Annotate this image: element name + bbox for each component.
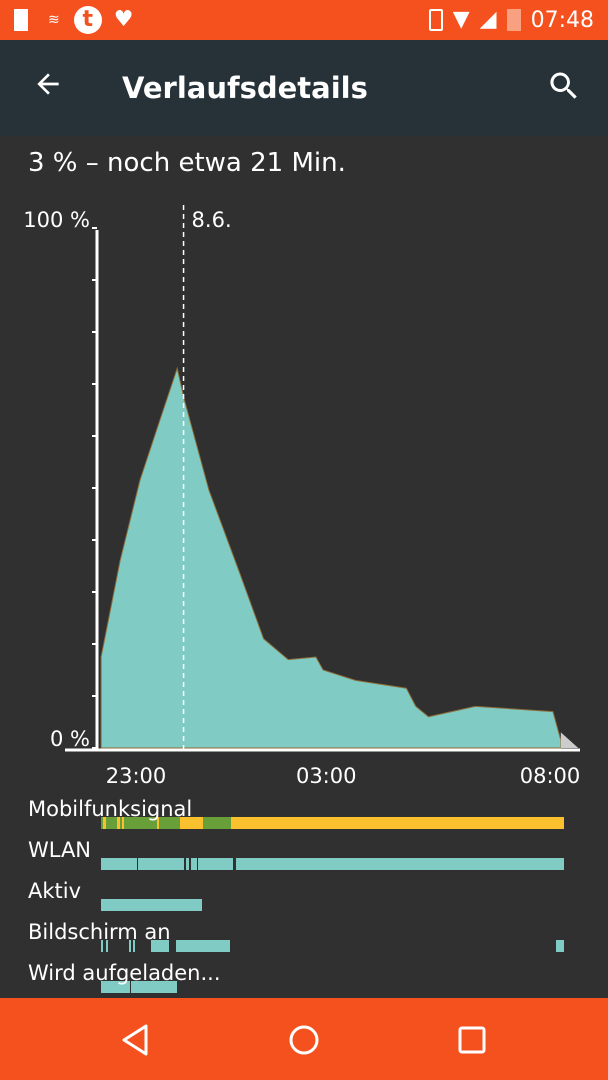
search-icon[interactable] — [546, 68, 586, 108]
nav-home-icon[interactable] — [284, 1020, 324, 1060]
track-segment — [556, 940, 564, 952]
track-segment — [176, 940, 230, 952]
y-label-top: 100 % — [23, 208, 90, 232]
track-segment — [117, 817, 120, 829]
vibrate-icon — [428, 9, 443, 31]
track-segment — [230, 817, 564, 829]
track-label: Mobilfunksignal — [28, 797, 193, 821]
track-segment — [236, 858, 564, 870]
arrow-back-icon[interactable] — [0, 68, 96, 108]
track-segment — [185, 858, 189, 870]
track-segment — [179, 817, 203, 829]
projection-area — [560, 732, 579, 748]
track-bar — [101, 981, 564, 993]
date-marker-label: 8.6. — [192, 208, 232, 232]
clock: 07:48 — [530, 7, 594, 33]
track-segment — [101, 981, 130, 993]
track-segment — [103, 817, 106, 829]
battery-alert-icon — [14, 9, 28, 31]
fritz-wifi-icon: ≋ — [48, 12, 60, 28]
battery-chart: 8.6. 100 % 0 % 23:00 03:00 08:00 — [23, 205, 581, 788]
heart-icon: ♥ — [113, 7, 134, 32]
track-segment — [105, 940, 108, 952]
track-segment — [101, 858, 137, 870]
track-segment — [191, 858, 197, 870]
x-tick-label: 08:00 — [520, 764, 581, 788]
track-segment — [121, 817, 125, 829]
track-segment — [198, 858, 234, 870]
track-bar — [101, 899, 564, 911]
track-label: Aktiv — [28, 879, 82, 903]
navigation-bar — [0, 998, 608, 1080]
track-segment — [202, 817, 231, 829]
track-label: Wird aufgeladen... — [28, 961, 221, 985]
track-bar — [101, 940, 564, 952]
track-segment — [130, 981, 178, 993]
battery-level-area — [100, 366, 562, 749]
page-title: Verlaufsdetails — [122, 71, 368, 105]
track-segment — [101, 940, 104, 952]
track-bar — [101, 858, 564, 870]
battery-summary: 3 % – noch etwa 21 Min. — [28, 148, 346, 178]
track-segment — [151, 940, 170, 952]
track-bar — [101, 817, 564, 829]
nav-recents-icon[interactable] — [452, 1020, 492, 1060]
wifi-icon: ▼ — [452, 7, 470, 32]
nav-back-icon[interactable] — [116, 1020, 156, 1060]
status-bar: ≋ t ♥ ▼ ◢ 07:48 — [0, 0, 608, 40]
x-tick-label: 23:00 — [106, 764, 167, 788]
x-tick-label: 03:00 — [296, 764, 357, 788]
track-segment — [138, 858, 185, 870]
track-segment — [133, 940, 136, 952]
track-segment — [156, 817, 159, 829]
track-segment — [101, 817, 180, 829]
track-label: Bildschirm an — [28, 920, 171, 944]
track-segment — [101, 899, 202, 911]
track-label: WLAN — [28, 838, 92, 862]
track-segment — [128, 940, 131, 952]
cell-signal-icon: ◢ — [479, 7, 497, 32]
tumblr-icon: t — [73, 6, 102, 34]
y-label-bottom: 0 % — [50, 727, 90, 751]
battery-alert-icon — [506, 9, 521, 31]
app-bar: Verlaufsdetails — [0, 40, 608, 136]
